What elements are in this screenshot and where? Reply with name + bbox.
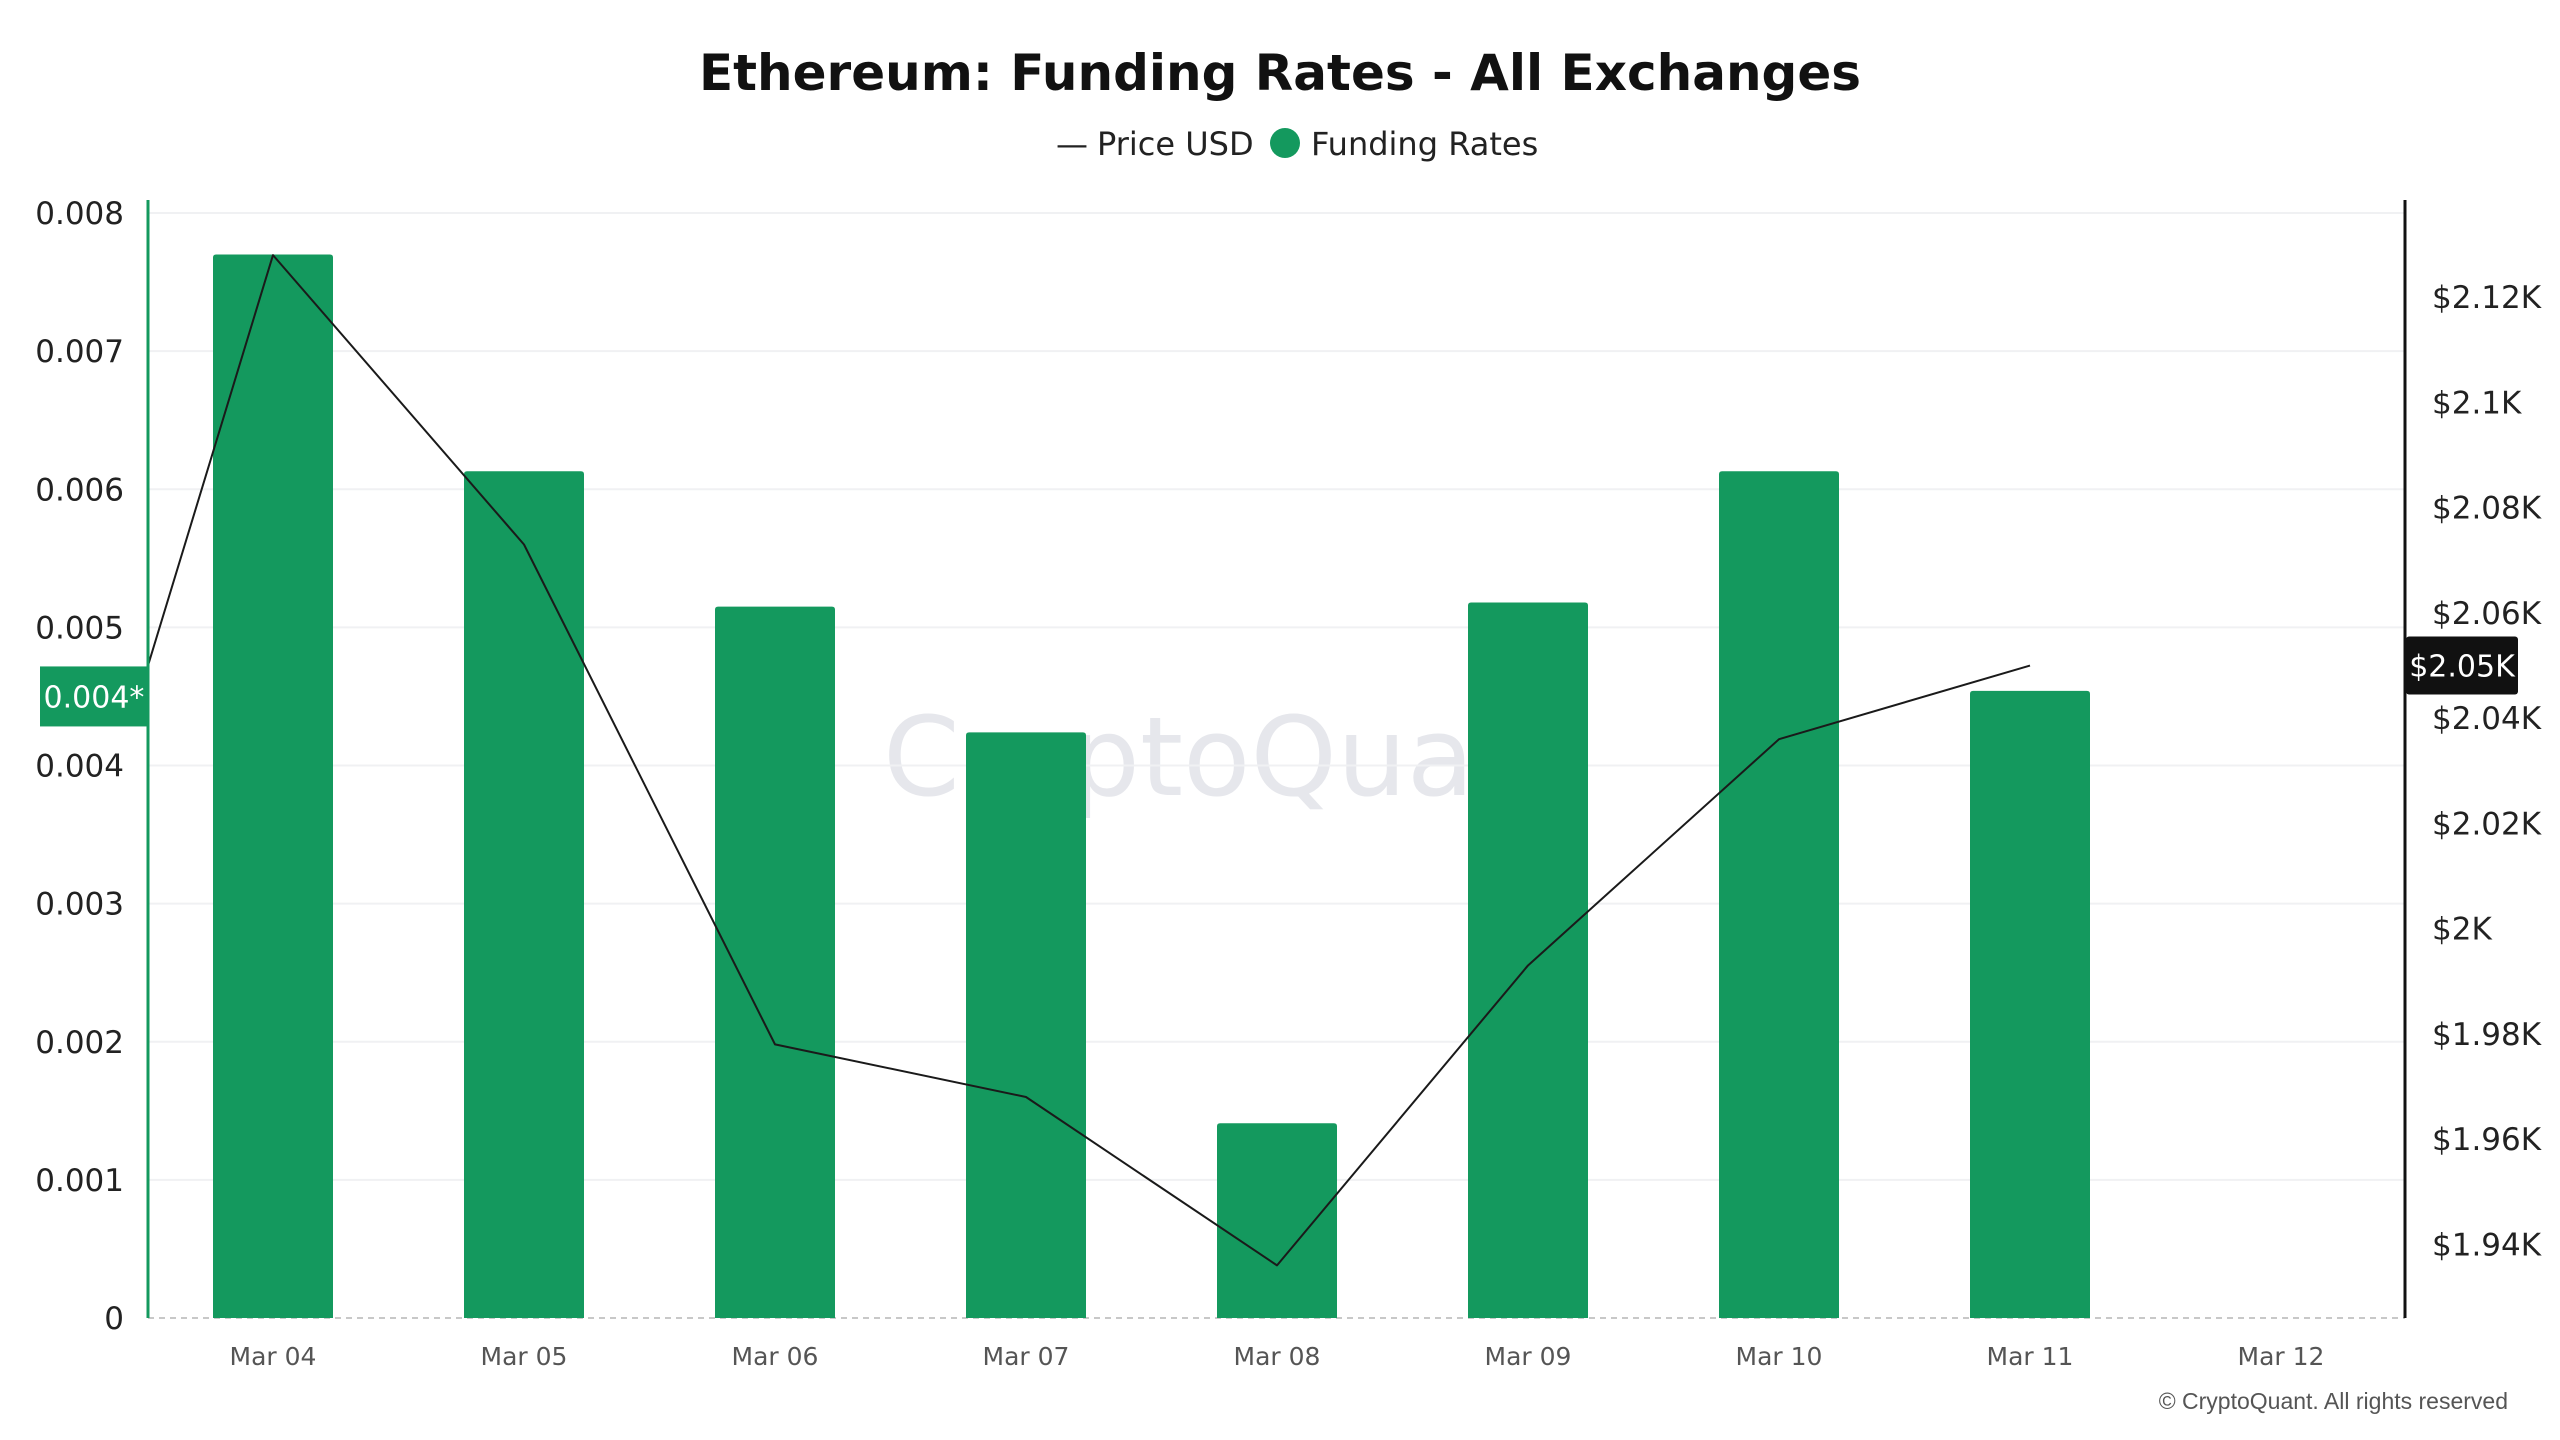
legend-price-dash: — (1056, 125, 1088, 163)
right-axis-ticks: $2.12K $2.1K $2.08K $2.06K $2.04K $2.02K $2K $1… (2432, 280, 2542, 1263)
price-line-layer (147, 254, 2031, 1267)
right-tick-label: $2K (2432, 912, 2492, 948)
right-tick-label: $1.96K (2432, 1122, 2542, 1158)
funding-rate-bars (213, 254, 2090, 1318)
legend-funding-rates-label: Funding Rates (1311, 125, 1538, 163)
x-tick-label: Mar 04 (230, 1342, 317, 1371)
funding-rate-bar (1468, 602, 1588, 1318)
right-current-value-badge (2406, 636, 2518, 695)
x-tick-label: Mar 06 (732, 1342, 819, 1371)
left-tick-label: 0.007 (35, 334, 124, 370)
left-tick-label: 0 (104, 1301, 124, 1337)
legend: — Price USD Funding Rates (1056, 125, 1538, 163)
right-tick-label: $2.1K (2432, 385, 2522, 421)
left-current-value-label: 0.004* (44, 680, 145, 715)
legend-funding-rates-marker (1270, 128, 1300, 158)
right-current-value-label: $2.05K (2409, 650, 2516, 685)
funding-rate-bar (1970, 690, 2090, 1318)
left-current-value-badge (40, 666, 148, 727)
left-tick-label: 0.001 (35, 1163, 124, 1199)
price-usd-line (147, 254, 2031, 1267)
right-tick-label: $1.98K (2432, 1017, 2542, 1053)
x-tick-label: Mar 12 (2238, 1342, 2325, 1371)
left-tick-label: 0.005 (35, 610, 124, 646)
x-tick-label: Mar 11 (1987, 1342, 2074, 1371)
x-tick-label: Mar 08 (1234, 1342, 1321, 1371)
funding-rate-bar (1217, 1123, 1337, 1318)
x-tick-label: Mar 07 (983, 1342, 1070, 1371)
chart-title: Ethereum: Funding Rates - All Exchanges (699, 44, 1861, 102)
x-tick-label: Mar 10 (1736, 1342, 1823, 1371)
right-tick-label: $2.12K (2432, 280, 2542, 316)
x-axis-ticks: Mar 04 Mar 05 Mar 06 Mar 07 Mar 08 Mar 09 Mar … (230, 1342, 2325, 1371)
x-tick-label: Mar 09 (1485, 1342, 1572, 1371)
funding-rate-bar (715, 606, 835, 1318)
left-axis-ticks: 0.008 0.007 0.006 0.005 0.004 0.003 0.002 0.001… (35, 196, 124, 1337)
funding-rate-bar (464, 471, 584, 1318)
axes (146, 200, 2407, 1318)
left-tick-label: 0.004 (35, 749, 124, 785)
right-tick-label: $2.06K (2432, 596, 2542, 632)
right-tick-label: $1.94K (2432, 1227, 2542, 1263)
left-tick-label: 0.006 (35, 472, 124, 508)
funding-rate-bar (213, 254, 333, 1318)
left-tick-label: 0.008 (35, 196, 124, 232)
right-tick-label: $2.08K (2432, 491, 2542, 527)
current-value-badges: 0.004* $2.05K (40, 636, 2518, 727)
right-tick-label: $2.04K (2432, 701, 2542, 737)
left-tick-label: 0.003 (35, 887, 124, 923)
copyright-notice: © CryptoQuant. All rights reserved (2159, 1388, 2508, 1414)
right-tick-label: $2.02K (2432, 806, 2542, 842)
legend-price-usd-label: Price USD (1097, 125, 1254, 163)
left-tick-label: 0.002 (35, 1025, 124, 1061)
funding-rate-bar (966, 732, 1086, 1318)
funding-rate-bar (1719, 471, 1839, 1318)
x-tick-label: Mar 05 (481, 1342, 568, 1371)
